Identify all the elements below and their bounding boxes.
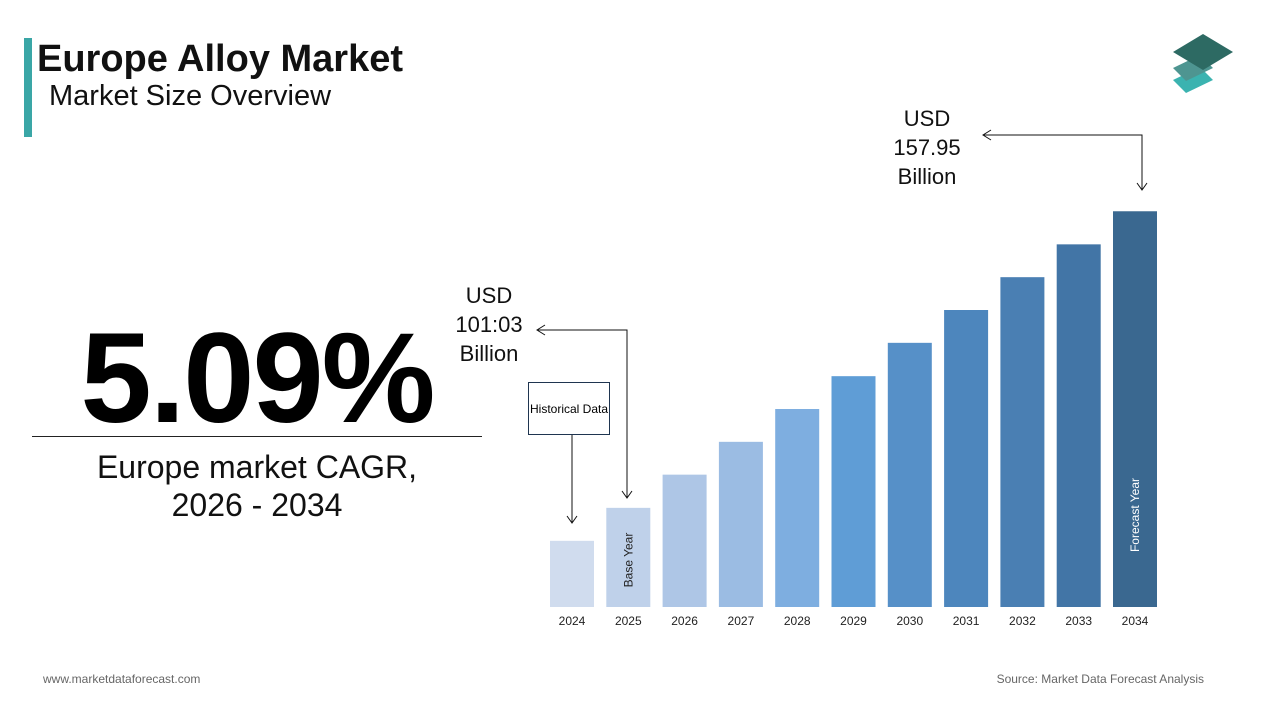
page-subtitle: Market Size Overview	[49, 80, 332, 112]
forecast-callout: USD 157.95 Billion	[882, 104, 972, 191]
x-tick-label: 2030	[896, 614, 923, 628]
x-tick-label: 2034	[1122, 614, 1149, 628]
x-tick-label: 2025	[615, 614, 642, 628]
bar-2034	[1113, 211, 1157, 607]
base-arrow-head-left	[536, 324, 546, 336]
x-tick-label: 2029	[840, 614, 867, 628]
cagr-label: Europe market CAGR, 2026 - 2034	[32, 448, 482, 524]
bar-2029	[831, 376, 876, 607]
forecast-callout-unit: Billion	[897, 164, 957, 189]
bar-2027	[718, 441, 763, 607]
bar-annotation: Base Year	[621, 533, 635, 588]
x-tick-label: 2032	[1009, 614, 1036, 628]
forecast-arrow-head-left	[982, 129, 992, 141]
forecast-arrow-head-down	[1136, 182, 1148, 191]
x-tick-label: 2028	[784, 614, 811, 628]
forecast-callout-currency: USD	[903, 106, 951, 131]
base-year-callout: USD 101:03 Billion	[450, 281, 528, 368]
bar-2024	[550, 540, 594, 607]
page-title: Europe Alloy Market	[37, 38, 404, 80]
base-callout-value: 101:03	[455, 312, 523, 337]
base-arrow-line	[537, 329, 628, 498]
historical-arrow-head	[566, 515, 578, 524]
x-tick-label: 2033	[1065, 614, 1092, 628]
bar-2025	[606, 507, 651, 607]
x-tick-label: 2031	[953, 614, 980, 628]
bar-2026	[662, 474, 707, 607]
website-link[interactable]: www.marketdataforecast.com	[43, 672, 201, 686]
x-tick-label: 2026	[671, 614, 698, 628]
historical-data-box: Historical Data	[528, 382, 610, 435]
bar-2028	[775, 409, 820, 607]
bar-2033	[1056, 244, 1101, 608]
x-tick-label: 2027	[728, 614, 755, 628]
base-callout-currency: USD	[465, 283, 513, 308]
forecast-callout-value: 157.95	[893, 135, 961, 160]
cagr-label-line2: 2026 - 2034	[171, 487, 343, 523]
stacked-layers-logo-icon	[1173, 34, 1233, 93]
cagr-label-line1: Europe market CAGR,	[96, 449, 418, 485]
x-tick-label: 2024	[559, 614, 586, 628]
bar-2030	[887, 342, 932, 607]
forecast-arrow-line	[983, 134, 1143, 190]
base-arrow-head-down	[621, 490, 633, 499]
bar-2032	[1000, 277, 1045, 607]
source-note: Source: Market Data Forecast Analysis	[996, 672, 1204, 686]
divider	[32, 436, 482, 437]
bar-2031	[944, 310, 989, 607]
cagr-value: 5.09%	[80, 307, 436, 450]
title-accent-bar	[24, 38, 32, 137]
base-callout-unit: Billion	[459, 341, 519, 366]
bar-annotation: Forecast Year	[1128, 478, 1142, 552]
